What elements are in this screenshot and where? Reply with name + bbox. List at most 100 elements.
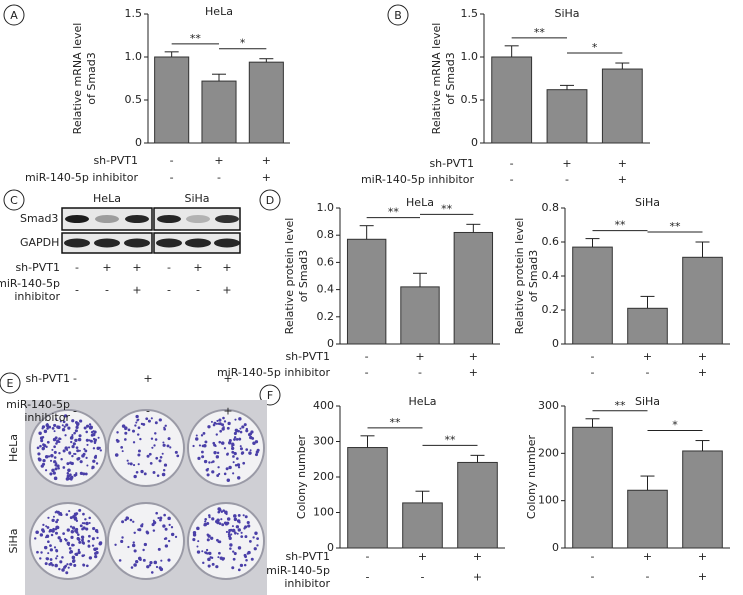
colony-dot	[234, 531, 237, 535]
colony-dot	[121, 536, 124, 539]
colony-dot	[124, 438, 127, 441]
colony-dot	[243, 423, 247, 427]
colony-dot	[69, 525, 73, 528]
blot-box	[153, 207, 241, 231]
colony-dot	[192, 538, 196, 542]
colony-dot	[232, 472, 235, 475]
condition-sign: -	[167, 261, 171, 274]
colony-dot	[239, 430, 243, 434]
colony-dot	[137, 426, 141, 430]
colony-dot	[75, 531, 79, 534]
colony-dot	[221, 523, 225, 527]
condition-sign: -	[591, 550, 595, 563]
plate	[29, 409, 107, 487]
colony-dot	[52, 515, 55, 518]
colony-dot	[92, 459, 96, 463]
colony-dot	[228, 536, 232, 540]
bar	[346, 238, 387, 345]
colony-dot	[146, 454, 150, 458]
colony-dot	[55, 557, 58, 560]
colony-dot	[42, 443, 45, 447]
colony-dot	[159, 518, 162, 522]
colony-dot	[85, 424, 90, 428]
colony-dot	[240, 535, 244, 538]
colony-dot	[207, 557, 211, 562]
colony-dot	[232, 557, 236, 561]
condition-sign: -	[365, 366, 369, 379]
colony-dot	[235, 430, 238, 433]
condition-label: miR-140-5p inhibitor	[361, 173, 475, 186]
colony-dot	[53, 476, 58, 481]
colony-dot	[46, 440, 50, 444]
colony-dot	[237, 546, 242, 550]
colony-dot	[241, 425, 245, 429]
colony-dot	[132, 463, 136, 467]
colony-dot	[239, 447, 243, 451]
colony-dot	[37, 457, 41, 461]
colony-dot	[92, 437, 96, 441]
condition-sign: +	[618, 173, 627, 186]
colony-dot	[245, 429, 249, 433]
colony-dot	[247, 524, 251, 528]
colony-dot	[83, 554, 86, 557]
bar	[546, 89, 588, 144]
colony-dot	[51, 529, 55, 533]
colony-dot	[48, 530, 51, 533]
colony-dot	[89, 439, 93, 443]
colony-dot	[154, 421, 158, 425]
colony-dot	[58, 440, 61, 444]
colony-dot	[218, 440, 222, 444]
condition-sign: +	[643, 350, 652, 363]
colony-dot	[61, 556, 64, 559]
colony-dot	[85, 521, 89, 526]
colony-dot	[49, 544, 52, 548]
bar	[572, 246, 613, 345]
colony-dot	[96, 446, 100, 450]
condition-sign: +	[223, 405, 232, 418]
colony-dot	[207, 564, 211, 568]
condition-sign: +	[698, 350, 707, 363]
colony-dot	[81, 522, 84, 525]
colony-dot	[223, 420, 227, 423]
colony-dot	[220, 518, 223, 521]
colony-dot	[50, 533, 54, 537]
colony-dot	[210, 556, 214, 559]
y-tick-label: 200	[538, 446, 559, 459]
colony-dot	[56, 555, 59, 558]
condition-sign: -	[510, 157, 514, 170]
colony-dot	[207, 551, 211, 555]
condition-sign: +	[473, 550, 482, 563]
colony-dot	[238, 437, 242, 441]
colony-dot	[163, 463, 168, 467]
colony-dot	[243, 527, 246, 530]
colony-dot	[151, 446, 154, 449]
blot-band	[64, 238, 90, 248]
condition-label: miR-140-5p	[6, 398, 70, 411]
y-tick-label: 0	[327, 541, 334, 554]
colony-dot	[53, 450, 57, 454]
colony-dot	[69, 473, 72, 477]
colony-dot	[243, 553, 247, 557]
colony-dot	[46, 526, 50, 529]
colony-dot	[132, 520, 135, 523]
condition-sign: +	[415, 350, 424, 363]
colony-dot	[66, 462, 70, 466]
y-tick-label: 1.5	[461, 7, 479, 20]
colony-dot	[233, 431, 237, 435]
colony-dot	[81, 454, 85, 458]
y-axis-label: Relative protein level	[283, 218, 296, 335]
bar	[682, 256, 723, 345]
colony-dot	[43, 429, 48, 434]
colony-dot	[82, 542, 85, 545]
blot-band	[94, 238, 120, 248]
significance-label: **	[670, 220, 682, 233]
colony-dot	[248, 451, 252, 455]
colony-dot	[133, 549, 137, 553]
colony-dot	[236, 532, 239, 535]
blot-band	[156, 238, 182, 248]
colony-dot	[245, 559, 248, 562]
colony-dot	[192, 533, 197, 537]
colony-dot	[62, 420, 66, 424]
colony-dot	[140, 469, 144, 474]
colony-dot	[51, 427, 55, 430]
